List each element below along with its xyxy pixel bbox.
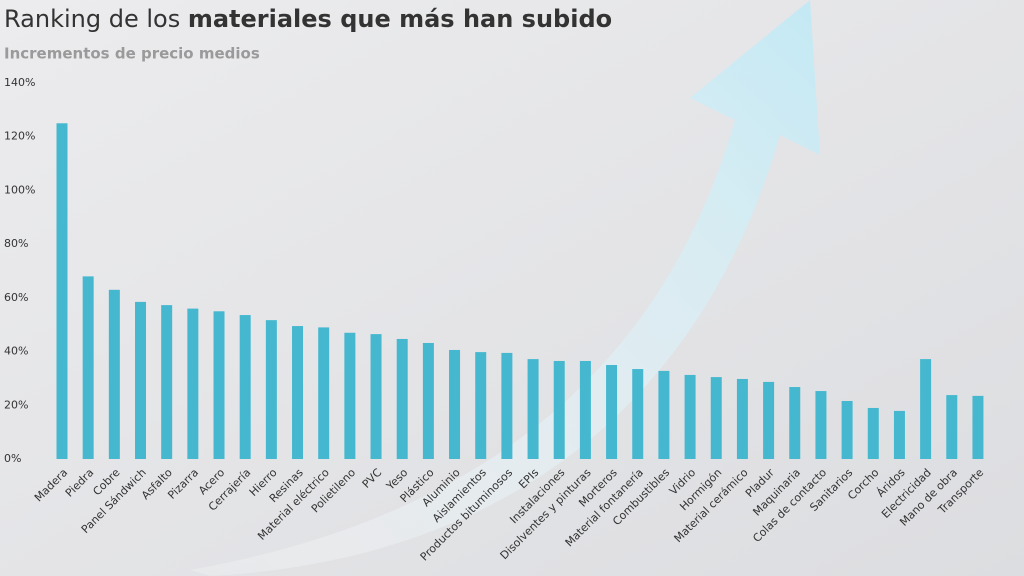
bar (553, 360, 565, 459)
bar (815, 391, 827, 459)
title-part: Ranking de los (4, 5, 180, 33)
bar (449, 349, 461, 459)
bar (527, 359, 539, 459)
bar (789, 387, 801, 459)
y-tick-label: 20% (4, 398, 28, 411)
bar (606, 365, 618, 459)
bar (475, 352, 487, 459)
bar (658, 370, 670, 459)
bar (56, 123, 68, 460)
bar (501, 352, 513, 459)
y-tick-label: 60% (4, 291, 28, 304)
bar (972, 395, 984, 459)
y-tick-label: 80% (4, 237, 28, 250)
bar (370, 334, 382, 459)
bar (187, 308, 199, 459)
bar (239, 315, 251, 459)
y-tick-label: 140% (4, 76, 35, 89)
chart-title: Ranking de los materiales que más han su… (4, 5, 612, 33)
bar (135, 301, 147, 459)
y-tick-label: 40% (4, 345, 28, 358)
bar (422, 342, 434, 459)
bar (292, 326, 304, 459)
bar (579, 360, 591, 459)
bar (344, 332, 356, 459)
bar (82, 276, 94, 459)
arrow-decoration (190, 0, 820, 576)
y-tick-label: 120% (4, 130, 35, 143)
y-tick-label: 0% (4, 452, 21, 465)
bar (632, 369, 644, 459)
bar (213, 311, 225, 459)
bar (946, 395, 958, 459)
bar (920, 359, 932, 459)
y-tick-label: 100% (4, 183, 35, 196)
bar (108, 289, 120, 459)
bar (841, 400, 853, 459)
bar (893, 410, 905, 459)
chart-subtitle: Incrementos de precio medios (4, 45, 260, 63)
title-bold: materiales que más han subido (188, 5, 612, 33)
bar (710, 377, 722, 459)
bar (396, 338, 408, 459)
bar (318, 327, 330, 459)
bar (161, 305, 173, 459)
bar (684, 374, 696, 459)
bar (867, 407, 879, 459)
bar (763, 381, 775, 459)
bar (736, 378, 748, 459)
bar (265, 320, 277, 459)
